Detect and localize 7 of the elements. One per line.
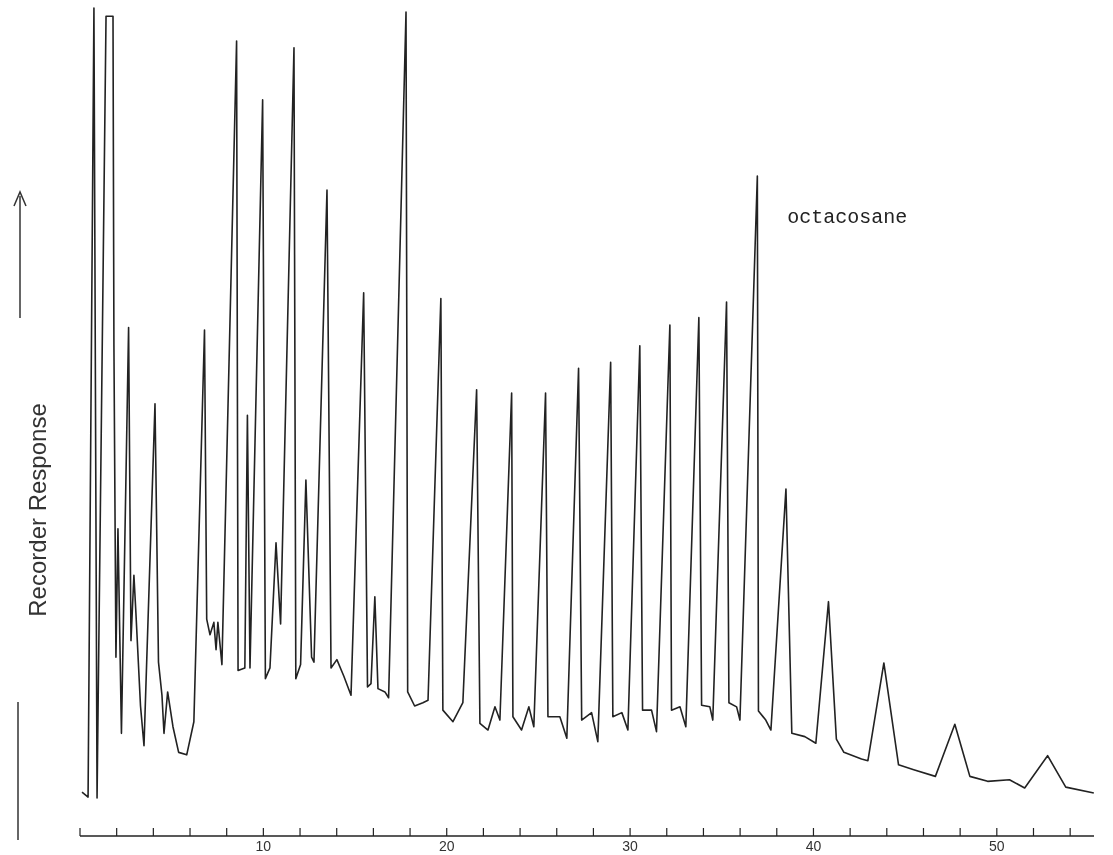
x-tick-label: 20 bbox=[438, 838, 455, 854]
x-tick-label: 10 bbox=[255, 838, 272, 854]
x-tick-label: 50 bbox=[989, 838, 1005, 854]
y-axis-title: Recorder Response bbox=[24, 403, 51, 617]
x-tick-label: 40 bbox=[805, 838, 822, 854]
annotation: octacosane bbox=[787, 206, 908, 230]
x-tick-label: 30 bbox=[622, 838, 639, 854]
